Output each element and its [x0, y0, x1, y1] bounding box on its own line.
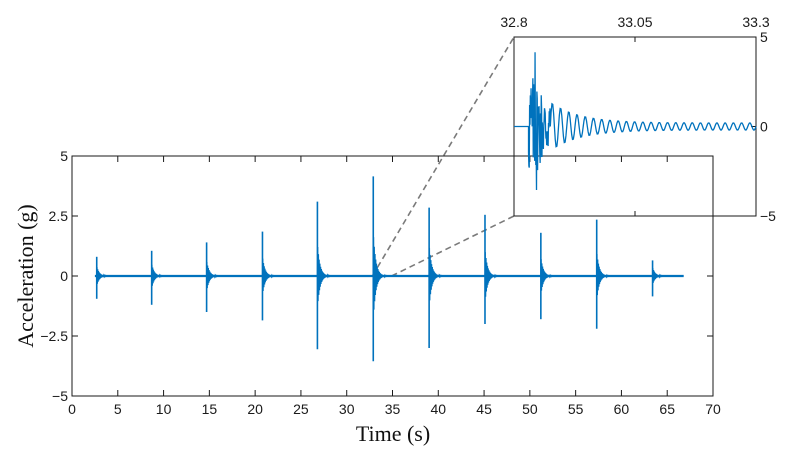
impact-burst — [484, 214, 500, 324]
impact-burst — [150, 250, 167, 305]
impact-decay — [652, 268, 668, 283]
inset-x-tick-label: 33.05 — [617, 14, 652, 30]
impact-burst — [372, 176, 389, 362]
y-tick-label: 2.5 — [49, 208, 69, 224]
impact-burst — [95, 256, 112, 299]
inset-y-tick-label: 0 — [760, 119, 768, 135]
impact-burst — [428, 207, 445, 348]
x-tick-label: 5 — [114, 401, 122, 417]
inset-x-tick-label: 33.3 — [742, 14, 769, 30]
x-tick-label: 35 — [385, 401, 401, 417]
impact-burst — [540, 232, 556, 320]
inset-y-tick-label: 5 — [760, 29, 768, 45]
x-tick-label: 45 — [476, 401, 492, 417]
inset-y-tick-label: −5 — [760, 208, 776, 224]
inset-signal-line — [514, 52, 757, 191]
x-tick-label: 60 — [614, 401, 630, 417]
impact-burst — [316, 201, 333, 350]
zoom-connector-lower — [391, 215, 515, 277]
x-tick-label: 10 — [156, 401, 172, 417]
x-tick-label: 70 — [705, 401, 721, 417]
y-tick-label: −2.5 — [40, 328, 68, 344]
impact-burst — [205, 242, 222, 312]
main-plot-area — [94, 176, 684, 362]
impact-decay — [316, 246, 333, 302]
x-tick-label: 0 — [68, 401, 76, 417]
impact-burst — [595, 219, 612, 329]
x-tick-label: 15 — [202, 401, 218, 417]
x-tick-label: 40 — [430, 401, 446, 417]
impact-decay — [372, 237, 389, 310]
main-axes: 0 5 10 15 20 25 30 35 40 45 50 55 60 65 70 −5 −2.5 0 2.5 5 — [40, 148, 721, 417]
x-tick-label: 55 — [568, 401, 584, 417]
impact-decay — [596, 253, 612, 296]
impact-decay — [540, 259, 556, 291]
impact-decay — [484, 252, 500, 297]
impact-decay — [261, 258, 278, 292]
inset-plot-area — [514, 52, 757, 191]
impact-decay — [206, 261, 222, 289]
impact-decay — [151, 264, 167, 286]
impact-burst — [651, 260, 668, 297]
x-tick-label: 50 — [522, 401, 538, 417]
y-tick-label: 5 — [60, 148, 68, 164]
inset-x-tick-label: 32.8 — [500, 14, 527, 30]
y-tick-label: 0 — [60, 268, 68, 284]
x-tick-label: 25 — [293, 401, 309, 417]
y-axis-title: Acceleration (g) — [13, 204, 38, 348]
impact-decay — [96, 267, 112, 284]
x-axis-title: Time (s) — [356, 421, 430, 446]
y-tick-label: −5 — [52, 388, 68, 404]
impact-burst — [261, 231, 278, 321]
impact-decay — [428, 247, 445, 301]
x-tick-label: 20 — [247, 401, 263, 417]
x-tick-label: 30 — [339, 401, 355, 417]
x-tick-label: 65 — [659, 401, 675, 417]
zoom-connector-upper — [371, 36, 515, 277]
zoom-connectors — [371, 36, 515, 277]
